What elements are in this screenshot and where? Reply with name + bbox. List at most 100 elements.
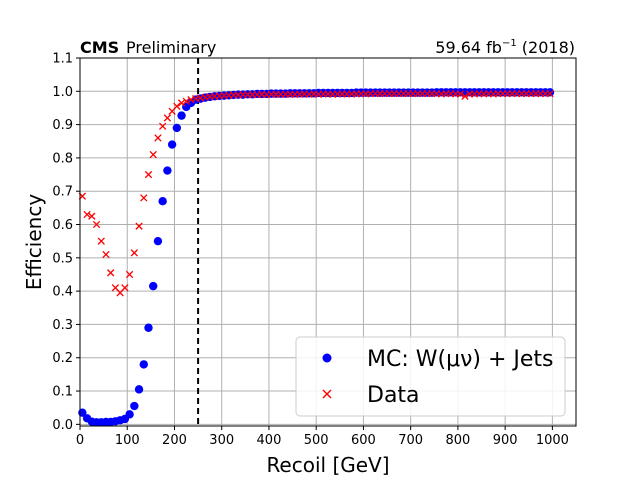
data-point-stroke: [192, 94, 200, 103]
data-point-stroke: [187, 95, 195, 104]
preliminary-label: Preliminary: [126, 38, 216, 57]
data-point-stroke: [144, 170, 153, 179]
data-point: [456, 90, 464, 98]
data-point: [102, 250, 110, 259]
x-tick-label: 800: [445, 433, 470, 448]
x-tick-label: 900: [493, 433, 518, 448]
data-point-stroke: [173, 102, 181, 110]
data-point: [144, 170, 153, 179]
mc-point: [130, 401, 139, 411]
luminosity-exponent: −1: [502, 38, 517, 49]
data-point: [121, 284, 129, 292]
y-tick-label: 0.6: [52, 218, 73, 233]
data-point-stroke: [97, 237, 105, 245]
x-tick-label: 600: [351, 433, 376, 448]
y-tick-label: 0.1: [52, 385, 73, 400]
mc-point: [167, 140, 177, 149]
data-point: [107, 269, 115, 277]
y-tick-label: 0.0: [52, 418, 73, 433]
data-point: [159, 122, 167, 130]
y-tick-label: 0.4: [52, 285, 73, 300]
y-tick-label: 0.3: [52, 318, 73, 333]
data-point-stroke: [92, 220, 101, 229]
x-tick-label: 500: [304, 433, 329, 448]
mc-point: [134, 385, 144, 394]
mc-point: [153, 236, 163, 246]
data-point-stroke: [121, 284, 129, 292]
y-tick-label: 0.8: [52, 151, 73, 166]
data-point-stroke: [461, 92, 469, 100]
x-axis-ticks: 0 100 200 300 400 500 600 700 800 900 1000: [76, 426, 569, 448]
legend-data-label: Data: [367, 383, 420, 408]
mc-point: [139, 360, 148, 369]
data-point-stroke: [182, 97, 190, 105]
legend: MC: W(μν) + Jets Data: [295, 336, 566, 417]
data-point: [83, 210, 91, 219]
x-axis-label: Recoil [GeV]: [266, 453, 389, 477]
data-point: [92, 220, 101, 229]
x-tick-label: 700: [398, 433, 423, 448]
luminosity-label: 59.64 fb−1 (2018): [435, 38, 575, 57]
data-point-stroke: [88, 212, 96, 220]
data-point: [461, 92, 469, 100]
x-tick-label: 0: [76, 433, 84, 448]
mc-point: [149, 281, 158, 291]
y-axis-ticks: 0.0 0.1 0.2 0.3 0.4 0.5 0.6 0.7 0.8 0.9 1.0 1.1: [52, 52, 80, 433]
mc-point: [144, 323, 153, 332]
mc-point: [177, 111, 186, 120]
data-point: [97, 237, 105, 245]
legend-data-marker: [322, 389, 332, 399]
data-point-stroke: [107, 269, 115, 277]
mc-point: [158, 197, 167, 206]
data-point: [88, 212, 96, 220]
x-tick-label: 400: [257, 433, 282, 448]
x-tick-label: 1000: [536, 433, 569, 448]
legend-mc-marker: [322, 353, 332, 363]
y-axis-label: Efficiency: [22, 194, 46, 291]
y-tick-label: 0.7: [52, 185, 73, 200]
data-point-stroke: [177, 99, 186, 107]
data-point-stroke: [201, 93, 209, 101]
mc-point: [163, 166, 172, 175]
data-point-stroke: [83, 210, 91, 219]
y-tick-label: 0.2: [52, 351, 73, 366]
luminosity-value: 59.64 fb: [435, 38, 502, 57]
data-point-stroke: [135, 222, 143, 230]
data-point: [135, 222, 143, 230]
legend-box: [295, 336, 566, 417]
y-tick-label: 1.1: [52, 52, 73, 67]
data-point: [173, 102, 181, 110]
data-point-stroke: [149, 150, 157, 159]
cms-label: CMS: [80, 38, 119, 57]
y-tick-label: 0.5: [52, 251, 73, 266]
mc-point: [172, 123, 182, 133]
data-point-stroke: [154, 134, 162, 142]
data-point-stroke: [125, 270, 134, 279]
y-tick-label: 0.9: [52, 118, 73, 133]
data-point-stroke: [163, 114, 172, 122]
data-point: [149, 150, 157, 159]
data-point: [125, 270, 134, 279]
plot-frame: [79, 57, 577, 427]
x-tick-label: 200: [162, 433, 187, 448]
data-point: [154, 134, 162, 142]
data-point: [130, 249, 138, 257]
luminosity-year: (2018): [517, 38, 575, 57]
x-tick-label: 100: [115, 433, 140, 448]
data-point-stroke: [111, 284, 120, 292]
mc-point: [125, 410, 134, 419]
data-point: [546, 89, 554, 98]
data-point-stroke: [456, 90, 464, 98]
data-point-stroke: [159, 122, 167, 130]
data-point-stroke: [130, 249, 138, 257]
data-point-stroke: [102, 250, 110, 259]
data-point-stroke: [196, 94, 205, 102]
data-series: [78, 89, 554, 297]
data-point-stroke: [140, 194, 148, 202]
data-point: [182, 97, 190, 105]
data-point: [177, 99, 186, 107]
data-point: [163, 114, 172, 122]
x-tick-label: 300: [209, 433, 234, 448]
data-point: [140, 194, 148, 202]
